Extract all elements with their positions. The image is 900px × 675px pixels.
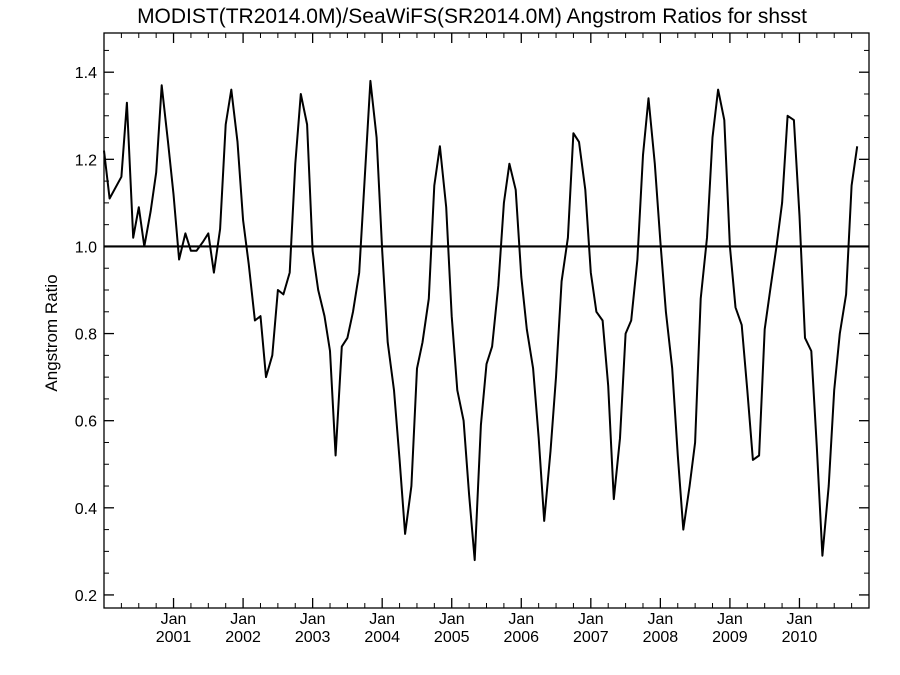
y-axis-label: Angstrom Ratio — [42, 274, 61, 391]
y-tick-label: 1.2 — [75, 152, 97, 169]
y-tick-label: 0.2 — [75, 588, 97, 605]
x-tick-year-label: 2010 — [782, 629, 818, 646]
y-tick-label: 0.4 — [75, 501, 97, 518]
x-tick-year-label: 2007 — [573, 629, 609, 646]
x-tick-month-label: Jan — [647, 611, 673, 628]
chart-title: MODIST(TR2014.0M)/SeaWiFS(SR2014.0M) Ang… — [137, 5, 807, 28]
y-tick-label: 0.6 — [75, 414, 97, 431]
y-tick-label: 1.0 — [75, 239, 97, 256]
x-tick-year-label: 2009 — [712, 629, 748, 646]
y-tick-label: 0.8 — [75, 327, 97, 344]
x-tick-year-label: 2002 — [225, 629, 261, 646]
x-tick-month-label: Jan — [787, 611, 813, 628]
x-tick-year-label: 2001 — [156, 629, 192, 646]
x-tick-month-label: Jan — [369, 611, 395, 628]
x-tick-year-label: 2005 — [434, 629, 470, 646]
plot-frame — [103, 32, 870, 609]
x-tick-year-label: 2008 — [643, 629, 679, 646]
x-tick-month-label: Jan — [717, 611, 743, 628]
x-tick-month-label: Jan — [161, 611, 187, 628]
x-tick-month-label: Jan — [300, 611, 326, 628]
x-tick-month-label: Jan — [508, 611, 534, 628]
x-tick-month-label: Jan — [230, 611, 256, 628]
x-tick-month-label: Jan — [439, 611, 465, 628]
x-tick-month-label: Jan — [578, 611, 604, 628]
x-axis: Jan2001Jan2002Jan2003Jan2004Jan2005Jan20… — [120, 33, 853, 646]
x-tick-year-label: 2006 — [503, 629, 539, 646]
y-tick-label: 1.4 — [75, 65, 97, 82]
x-tick-year-label: 2004 — [364, 629, 400, 646]
x-tick-year-label: 2003 — [295, 629, 331, 646]
angstrom-ratio-line — [103, 79, 859, 562]
y-axis: 0.2 0.4 0.6 0.8 1.0 1.2 1.4 — [75, 49, 869, 605]
